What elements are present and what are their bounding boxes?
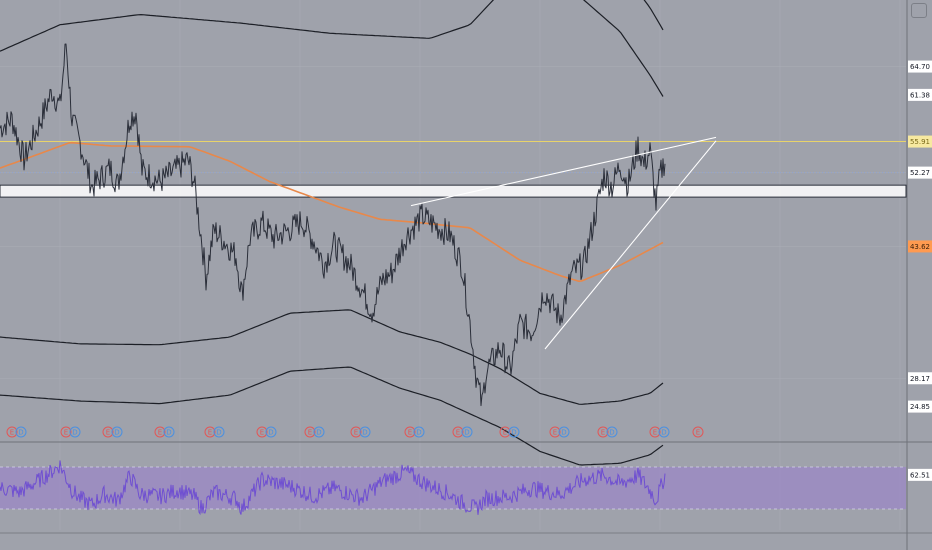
earnings-marker-icon [256, 426, 268, 438]
earnings-marker-icon [549, 426, 561, 438]
dividend-marker-icon [111, 426, 123, 438]
oscillator-line [0, 460, 666, 516]
event-marker-letter: D [609, 429, 614, 437]
earnings-marker-icon [154, 426, 166, 438]
earnings-marker-icon [452, 426, 464, 438]
event-marker-letter: E [64, 429, 68, 437]
upper-outer-band-path [643, 0, 664, 31]
price-axis-label: 55.91 [910, 138, 930, 146]
upper-inner-band-path [0, 0, 664, 97]
oscillator-value-label: 62.51 [910, 471, 930, 479]
event-marker-letter: D [268, 429, 273, 437]
lower-inner-band-path [0, 309, 664, 405]
dividend-marker-icon [508, 426, 520, 438]
price-axis-label: 61.38 [910, 91, 930, 99]
event-marker-letter: D [561, 429, 566, 437]
envelope-bands [0, 0, 664, 466]
oscillator-band [0, 467, 906, 509]
earnings-marker-icon [102, 426, 114, 438]
event-marker-letter: E [653, 429, 657, 437]
earnings-marker-icon [692, 426, 704, 438]
dividend-marker-icon [359, 426, 371, 438]
price-axis-label: 24.85 [910, 403, 930, 411]
event-marker-letter: D [511, 429, 516, 437]
event-marker-letter: D [661, 429, 666, 437]
dividend-marker-icon [265, 426, 277, 438]
price-axis-label-box [908, 240, 932, 253]
dividend-marker-icon [15, 426, 27, 438]
event-marker-letter: E [553, 429, 557, 437]
event-marker-letter: D [18, 429, 23, 437]
earnings-marker-icon [404, 426, 416, 438]
price-axis-label: 28.17 [910, 375, 930, 383]
price-axis-label-box [908, 372, 932, 385]
price-axis-label-box [908, 88, 932, 101]
event-marker-letter: E [456, 429, 460, 437]
dividend-marker-icon [461, 426, 473, 438]
moving-average-line [0, 141, 664, 283]
event-marker-letter: D [416, 429, 421, 437]
price-axis-label-box [908, 60, 932, 73]
oscillator-value-label-box [908, 468, 932, 481]
event-marker-letter: D [166, 429, 171, 437]
earnings-marker-icon [304, 426, 316, 438]
dividend-marker-icon [558, 426, 570, 438]
earnings-marker-icon [499, 426, 511, 438]
dividend-marker-icon [213, 426, 225, 438]
dividend-marker-icon [313, 426, 325, 438]
horizontal-lines [0, 141, 906, 174]
dividend-marker-icon [413, 426, 425, 438]
support-resistance-zone [0, 184, 907, 198]
event-marker-letter: E [601, 429, 605, 437]
event-marker-letter: E [696, 429, 700, 437]
price-axis-label: 52.27 [910, 169, 930, 177]
dividend-marker-icon [163, 426, 175, 438]
event-marker-letter: E [408, 429, 412, 437]
earnings-marker-icon [350, 426, 362, 438]
event-marker-letter: D [114, 429, 119, 437]
price-axis-label-box [908, 135, 932, 148]
price-axis-label: 64.70 [910, 63, 930, 71]
earnings-marker-icon [204, 426, 216, 438]
price-axis-label-box [908, 166, 932, 179]
trendlines [410, 136, 717, 350]
dividend-marker-icon [69, 426, 81, 438]
earnings-marker-icon [597, 426, 609, 438]
event-marker-letter: E [354, 429, 358, 437]
moving-average-path [0, 141, 664, 283]
event-marker-letter: E [208, 429, 212, 437]
price-scale: 64.70 61.38 55.91 52.27 43.62 28.17 24.85 62.51 [908, 60, 932, 481]
event-marker-letter: E [106, 429, 110, 437]
zone-rectangle [0, 184, 907, 198]
event-marker-letter: D [216, 429, 221, 437]
event-marker-letter: E [503, 429, 507, 437]
price-series [0, 43, 666, 407]
dividend-marker-icon [658, 426, 670, 438]
maximize-pane-button[interactable] [911, 3, 927, 18]
event-marker-letter: E [158, 429, 162, 437]
trendline-2 [544, 140, 717, 350]
dividend-marker-icon [606, 426, 618, 438]
oscillator-panel [0, 460, 906, 516]
earnings-marker-icon [649, 426, 661, 438]
price-line [0, 43, 666, 407]
event-marker-letter: D [316, 429, 321, 437]
price-axis-label-box [908, 400, 932, 413]
event-marker-letter: D [464, 429, 469, 437]
lower-outer-band-path [0, 366, 664, 466]
event-marker-letter: D [72, 429, 77, 437]
earnings-marker-icon [6, 426, 18, 438]
event-marker-letter: E [10, 429, 14, 437]
event-marker-letter: E [260, 429, 264, 437]
event-marker-letter: D [362, 429, 367, 437]
trendline-1 [410, 136, 717, 207]
price-axis-label: 43.62 [910, 243, 930, 251]
earnings-marker-icon [60, 426, 72, 438]
event-marker-letter: E [308, 429, 312, 437]
